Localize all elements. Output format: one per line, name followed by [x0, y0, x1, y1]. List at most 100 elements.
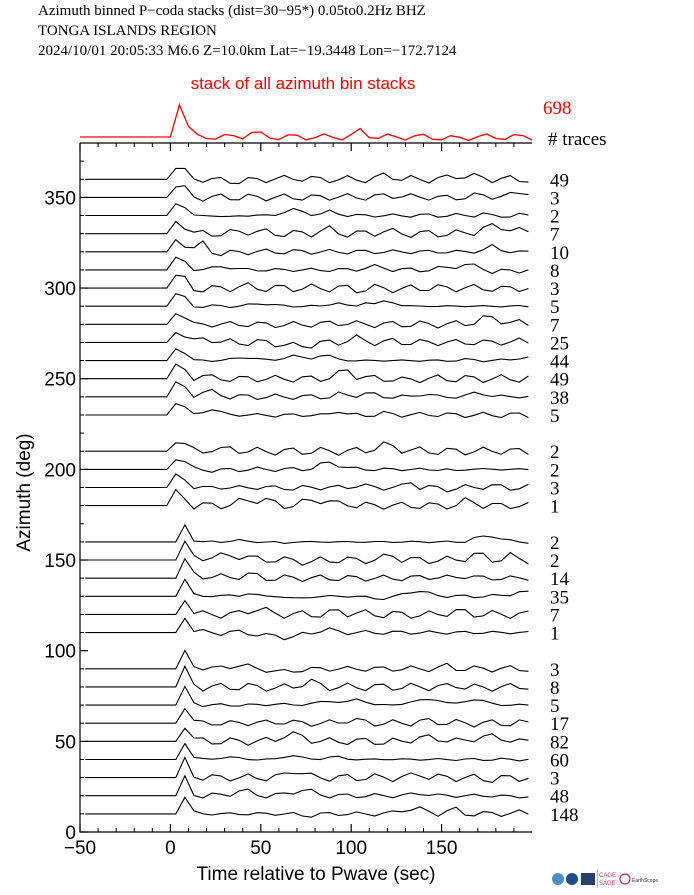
bin-trace	[85, 557, 529, 583]
bin-trace	[85, 348, 529, 363]
bin-trace	[85, 256, 529, 275]
bin-trace-count: 3	[550, 279, 560, 300]
bin-trace	[85, 402, 529, 419]
nsf-logo	[566, 873, 578, 885]
bin-trace-group: 60	[85, 742, 569, 771]
bin-trace-count: 3	[550, 660, 560, 681]
bin-trace-group: 49	[85, 363, 569, 391]
bin-traces: 4932710835725444938522312214357138517826…	[85, 167, 579, 826]
bin-trace-count: 1	[550, 624, 560, 645]
bin-trace	[85, 331, 529, 349]
summary-trace	[80, 102, 533, 142]
header-line-3: 2024/10/01 20:05:33 M6.6 Z=10.0km Lat=−1…	[38, 43, 457, 59]
bin-trace-count: 3	[550, 479, 560, 500]
bin-trace-count: 10	[550, 243, 569, 264]
x-tick-label: 100	[335, 838, 367, 859]
bin-trace	[85, 774, 529, 799]
bin-trace-count: 3	[550, 769, 560, 790]
bin-trace-group: 2	[85, 523, 560, 554]
bin-trace-count: 2	[550, 551, 560, 572]
summary-trace-count: 698	[543, 98, 572, 119]
bin-trace-group: 7	[85, 220, 560, 246]
bin-trace	[85, 617, 529, 641]
bin-trace-count: 2	[550, 460, 560, 481]
bin-trace-count: 48	[550, 787, 569, 808]
header-line-1: Azimuth binned P−coda stacks (dist=30−95…	[38, 3, 426, 19]
bin-trace	[85, 185, 529, 202]
bin-trace	[85, 664, 529, 692]
summary-stack: stack of all azimuth bin stacks 698 # trac…	[80, 74, 607, 150]
bin-trace-group: 3	[85, 185, 560, 209]
x-tick-label: −50	[64, 838, 96, 859]
bin-trace-group: 1	[85, 488, 560, 518]
bin-trace-group: 49	[85, 167, 569, 191]
bin-trace	[85, 523, 529, 544]
bin-trace-group: 5	[85, 402, 560, 427]
bin-trace	[85, 796, 529, 818]
y-tick-label: 250	[44, 370, 76, 391]
bin-trace	[85, 274, 529, 294]
x-tick-label: 50	[250, 838, 271, 859]
logos: CAGE SAGE EarthScope	[552, 870, 658, 888]
y-tick-label: 200	[44, 460, 76, 481]
sage-logo: SAGE	[599, 881, 616, 887]
bin-trace	[85, 459, 529, 473]
trace-count-header: # traces	[548, 129, 607, 150]
bin-trace-group: 38	[85, 381, 569, 409]
bin-trace-count: 5	[550, 406, 560, 427]
y-tick-label: 150	[44, 551, 76, 572]
bin-trace-count: 2	[550, 207, 560, 228]
bin-trace-group: 25	[85, 331, 569, 354]
bin-trace	[85, 473, 529, 493]
bin-trace-group: 1	[85, 617, 560, 645]
bin-trace	[85, 167, 529, 185]
earthscope-mark	[619, 873, 631, 885]
bin-trace-count: 5	[550, 297, 560, 318]
y-tick-label: 50	[55, 732, 76, 753]
bin-trace-count: 60	[550, 750, 569, 771]
bin-trace-count: 7	[550, 605, 560, 626]
bin-trace-count: 49	[550, 370, 569, 391]
bin-trace-group: 35	[85, 578, 569, 608]
bin-trace	[85, 649, 529, 673]
y-tick-label: 100	[44, 642, 76, 663]
bin-trace-group: 2	[85, 203, 560, 228]
bin-trace-count: 7	[550, 225, 560, 246]
bin-trace-group: 8	[85, 664, 560, 699]
bin-trace	[85, 685, 529, 708]
bin-trace	[85, 488, 529, 510]
bin-trace-count: 35	[550, 587, 569, 608]
bin-trace	[85, 381, 529, 400]
bin-trace	[85, 313, 529, 329]
bin-trace-count: 1	[550, 497, 560, 518]
bin-trace-group: 8	[85, 256, 560, 282]
y-tick-label: 300	[44, 279, 76, 300]
bin-trace	[85, 540, 529, 566]
bin-trace-group: 7	[85, 599, 560, 626]
usgs-logo	[581, 873, 595, 885]
earthscope-logo: EarthScope	[632, 878, 658, 884]
bin-trace-group: 14	[85, 557, 570, 590]
bin-trace-group: 82	[85, 727, 569, 753]
x-axis-label: Time relative to Pwave (sec)	[197, 864, 436, 885]
bin-trace-group: 3	[85, 649, 560, 681]
bin-trace-count: 25	[550, 333, 569, 354]
bin-trace-group: 7	[85, 313, 560, 336]
bin-trace	[85, 363, 529, 384]
bin-trace-group: 3	[85, 756, 560, 790]
bin-trace	[85, 578, 529, 601]
bin-trace-count: 14	[550, 569, 570, 590]
bin-trace-group: 2	[85, 441, 560, 463]
logo-divider	[597, 870, 598, 888]
bin-trace-group: 3	[85, 274, 560, 300]
cage-logo: CAGE	[599, 873, 616, 879]
bin-trace-count: 3	[550, 188, 560, 209]
bin-trace	[85, 441, 529, 456]
bin-trace-count: 49	[550, 170, 569, 191]
bin-trace-count: 82	[550, 732, 569, 753]
bin-trace-count: 44	[550, 352, 570, 373]
bin-trace	[85, 293, 529, 309]
bin-trace	[85, 238, 529, 257]
